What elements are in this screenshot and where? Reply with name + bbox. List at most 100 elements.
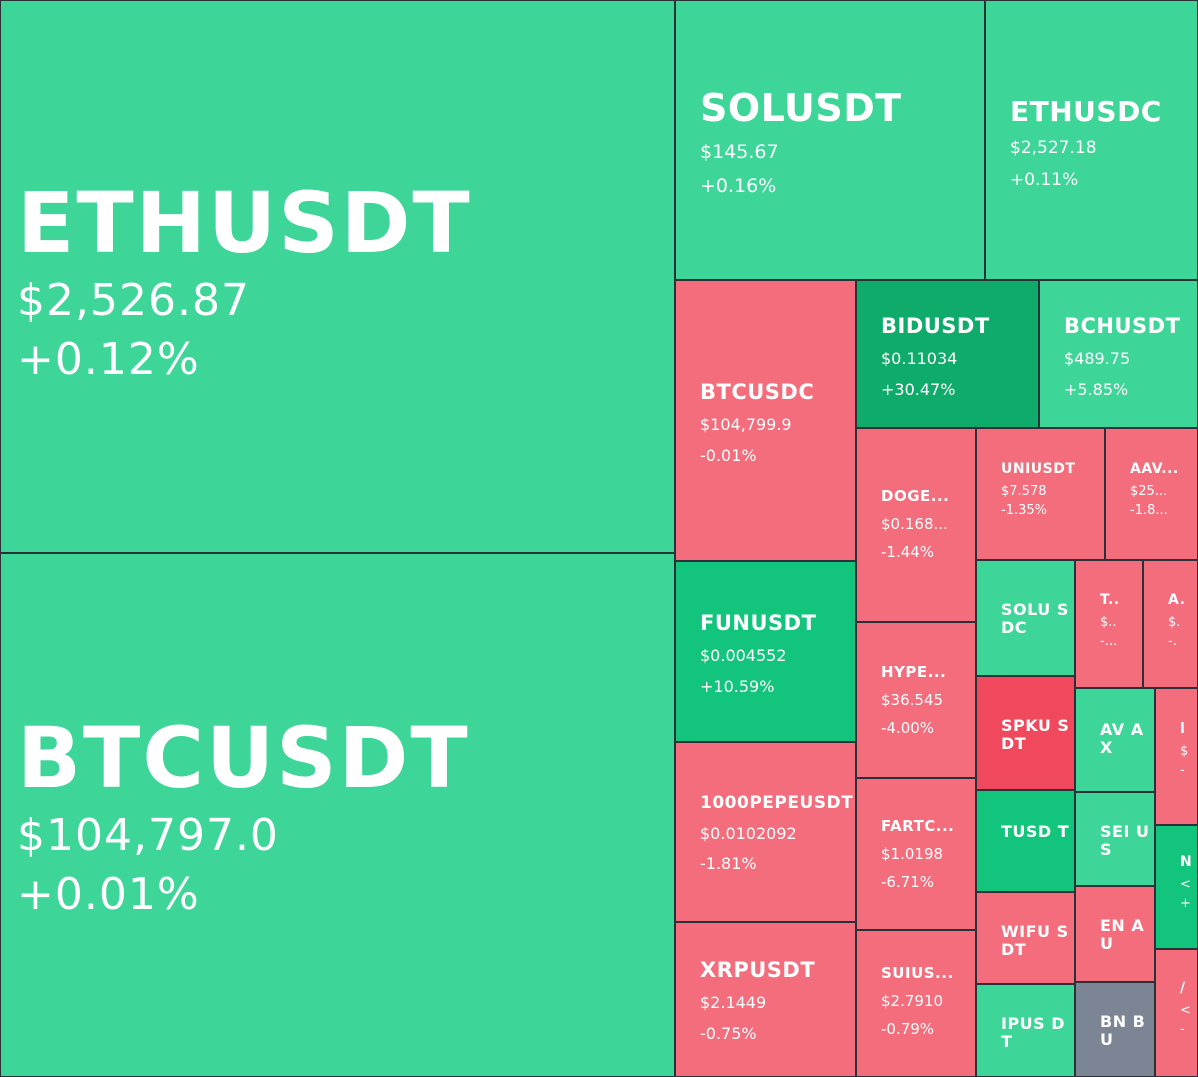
tile-change: +0.16% — [700, 174, 777, 197]
tile-symbol: EN AU — [1100, 916, 1145, 954]
tile-price: $0.0102092 — [700, 823, 797, 843]
tile-symbol: SOLUSDT — [700, 86, 902, 130]
tile-symbol: ETHUSDC — [1010, 95, 1162, 128]
tile-price: $25... — [1130, 483, 1168, 499]
tile-change: +0.11% — [1010, 170, 1079, 191]
tile-change: +0.01% — [17, 869, 200, 921]
tile-fartcoinusdt[interactable]: FARTC... $1.0198 -6.71% — [856, 778, 976, 930]
tile-price: $2.1449 — [700, 993, 767, 1013]
tile-seiusdt[interactable]: SEI US — [1075, 792, 1155, 886]
tile-1000pepeusdt[interactable]: 1000PEPEUSDT $0.0102092 -1.81% — [675, 742, 856, 922]
tile-price: $0.004552 — [700, 646, 787, 666]
tile-price: $. — [1168, 614, 1181, 630]
tile-l-ellipsis[interactable]: l $ - — [1155, 688, 1198, 825]
tile-symbol: UNIUSDT — [1001, 461, 1076, 477]
tile-symbol: SPKU SDT — [1001, 716, 1070, 754]
tile-symbol: XRPUSDT — [700, 958, 816, 982]
tile-symbol: TUSD T — [1001, 822, 1070, 841]
tile-change: +0.12% — [17, 334, 200, 386]
tile-change: +30.47% — [881, 380, 956, 400]
tile-symbol: ETHUSDT — [17, 174, 472, 272]
tile-symbol: 1000PEPEUSDT — [700, 793, 854, 813]
tile-uniusdt[interactable]: UNIUSDT $7.578 -1.35% — [976, 428, 1105, 560]
tile-last-ellipsis[interactable]: / < - — [1155, 949, 1198, 1077]
tile-ethusdt[interactable]: ETHUSDT $2,526.87 +0.12% — [0, 0, 675, 553]
tile-symbol: BTCUSDC — [700, 380, 815, 404]
tile-bidusdt[interactable]: BIDUSDT $0.11034 +30.47% — [856, 280, 1039, 428]
tile-suiusdt[interactable]: SUIUS... $2.7910 -0.79% — [856, 930, 976, 1077]
tile-price: $.. — [1100, 614, 1117, 630]
tile-ethusdc[interactable]: ETHUSDC $2,527.18 +0.11% — [985, 0, 1198, 280]
tile-change: -4.00% — [881, 719, 935, 737]
tile-symbol: DOGE... — [881, 487, 950, 505]
tile-aaveusdt[interactable]: AAV... $25... -1.8... — [1105, 428, 1198, 560]
tile-change: -1.44% — [881, 543, 935, 561]
tile-symbol: IPUS DT — [1001, 1014, 1066, 1052]
tile-xrpusdt[interactable]: XRPUSDT $2.1449 -0.75% — [675, 922, 856, 1077]
tile-change: -1.8... — [1130, 502, 1168, 518]
tile-hypeusdt[interactable]: HYPE... $36.545 -4.00% — [856, 622, 976, 778]
tile-symbol: / — [1180, 980, 1186, 996]
tile-price: $2.7910 — [881, 992, 944, 1010]
tile-enausdt[interactable]: EN AU — [1075, 886, 1155, 982]
tile-change: -0.79% — [881, 1020, 935, 1038]
tile-wifusdt[interactable]: WIFU SDT — [976, 892, 1075, 984]
tile-price: $104,799.9 — [700, 415, 792, 435]
tile-price: < — [1180, 876, 1191, 892]
tile-change: -. — [1168, 633, 1177, 649]
tile-price: $7.578 — [1001, 483, 1047, 499]
tile-price: $0.11034 — [881, 349, 958, 369]
tile-price: $489.75 — [1064, 349, 1131, 369]
tile-change: - — [1180, 1021, 1185, 1037]
tile-price: $1.0198 — [881, 845, 944, 863]
tile-btcusdc[interactable]: BTCUSDC $104,799.9 -0.01% — [675, 280, 856, 561]
tile-change: -... — [1100, 633, 1118, 649]
tile-solusdc[interactable]: SOLU SDC — [976, 560, 1075, 676]
tile-avaxusdt[interactable]: AV AX — [1075, 688, 1155, 792]
tile-change: +10.59% — [700, 677, 775, 697]
tile-symbol: FUNUSDT — [700, 611, 817, 635]
tile-symbol: SEI US — [1100, 822, 1150, 860]
tile-tusdt[interactable]: TUSD T — [976, 790, 1075, 892]
tile-solusdt[interactable]: SOLUSDT $145.67 +0.16% — [675, 0, 985, 280]
tile-price: $2,527.18 — [1010, 138, 1097, 159]
tile-symbol: HYPE... — [881, 663, 947, 681]
tile-price: $2,526.87 — [17, 275, 250, 327]
tile-price: $36.545 — [881, 691, 944, 709]
tile-change: +5.85% — [1064, 380, 1129, 400]
tile-n-ellipsis[interactable]: N < + — [1155, 825, 1198, 949]
tile-symbol: A. — [1168, 592, 1186, 608]
tile-symbol: BTCUSDT — [17, 709, 470, 807]
tile-symbol: FARTC... — [881, 817, 955, 835]
tile-symbol: N — [1180, 854, 1193, 870]
tile-symbol: BIDUSDT — [881, 314, 990, 338]
tile-price: $0.168... — [881, 515, 948, 533]
tile-symbol: l — [1180, 721, 1186, 737]
tile-symbol: SOLU SDC — [1001, 600, 1069, 638]
tile-spkusdt[interactable]: SPKU SDT — [976, 676, 1075, 790]
tile-t-ellipsis[interactable]: T.. $.. -... — [1075, 560, 1143, 688]
tile-change: -1.81% — [700, 853, 757, 873]
tile-symbol: SUIUS... — [881, 964, 954, 982]
tile-change: -6.71% — [881, 873, 935, 891]
tile-change: + — [1180, 895, 1191, 911]
tile-symbol: BN BU — [1100, 1012, 1146, 1050]
tile-bchusdt[interactable]: BCHUSDT $489.75 +5.85% — [1039, 280, 1198, 428]
tile-a-ellipsis[interactable]: A. $. -. — [1143, 560, 1198, 688]
tile-dogeusdt[interactable]: DOGE... $0.168... -1.44% — [856, 428, 976, 622]
tile-funusdt[interactable]: FUNUSDT $0.004552 +10.59% — [675, 561, 856, 742]
tile-change: -0.75% — [700, 1024, 757, 1044]
tile-price: $145.67 — [700, 140, 779, 163]
tile-symbol: T.. — [1100, 592, 1120, 608]
tile-ipusdt[interactable]: IPUS DT — [976, 984, 1075, 1077]
tile-price: $ — [1180, 743, 1189, 759]
tile-change: -1.35% — [1001, 502, 1047, 518]
tile-symbol: WIFU SDT — [1001, 922, 1069, 960]
tile-symbol: BCHUSDT — [1064, 314, 1181, 338]
tile-price: $104,797.0 — [17, 810, 279, 862]
tile-btcusdt[interactable]: BTCUSDT $104,797.0 +0.01% — [0, 553, 675, 1077]
tile-bnbusdt[interactable]: BN BU — [1075, 982, 1155, 1077]
tile-symbol: AV AX — [1100, 720, 1144, 758]
tile-change: - — [1180, 762, 1185, 778]
